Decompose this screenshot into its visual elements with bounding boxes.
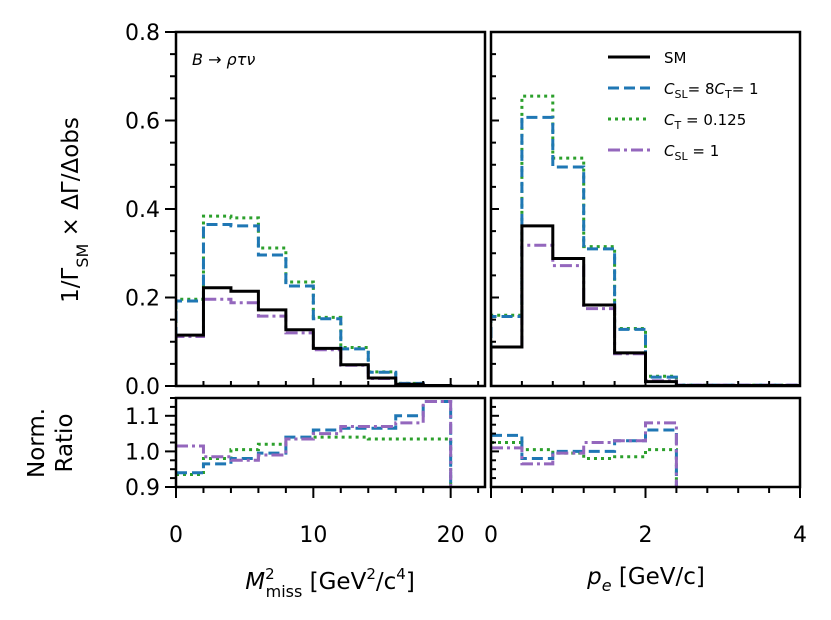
x-tick-label-m2miss-20: 20	[437, 523, 465, 548]
legend-label-csl: CSL = 1	[664, 142, 719, 163]
y-axis-label-main: 1/ΓSM × ΔΓ/Δobs	[58, 117, 92, 303]
x-tick-label-m2miss-10: 10	[299, 523, 327, 548]
ratio-line-pe-csl8ct	[491, 428, 678, 487]
x-tick-label-pe-0: 0	[484, 523, 498, 548]
legend-label-sm: SM	[664, 49, 686, 67]
y-axis-label-ratio-line2: Ratio	[52, 413, 78, 472]
frame-pe-ratio	[489, 396, 802, 489]
ratio-line-pe-csl	[491, 421, 678, 487]
frame-m2miss-ratio	[174, 396, 487, 489]
histogram-m2miss-sm	[176, 286, 453, 386]
x-tick-label-pe-4: 4	[793, 523, 807, 548]
y-tick-label-main-0.4: 0.4	[125, 198, 160, 223]
y-tick-label-main-0.6: 0.6	[125, 110, 160, 135]
y-tick-label-main-0.0: 0.0	[125, 375, 160, 400]
x-axis-label-pe: pe [GeV/c]	[586, 564, 705, 595]
y-tick-label-main-0.2: 0.2	[125, 287, 160, 312]
ratio-line-m2miss-csl	[176, 400, 453, 487]
histogram-m2miss-csl8ct	[176, 222, 453, 386]
y-tick-label-main-0.8: 0.8	[125, 21, 160, 46]
histogram-pe-sm	[491, 224, 800, 386]
ratio-y-tick-label-1.0: 1.0	[125, 440, 160, 465]
ratio-line-m2miss-csl8ct	[176, 400, 453, 487]
ratio-y-tick-label-1.1: 1.1	[125, 405, 160, 430]
ratio-y-tick-label-0.9: 0.9	[125, 476, 160, 501]
frame-m2miss-main	[174, 30, 487, 388]
y-axis-label-ratio-line1: Norm.	[24, 408, 50, 478]
histogram-m2miss-ct	[176, 214, 453, 386]
legend-label-ct: CT = 0.125	[664, 111, 746, 132]
x-tick-label-m2miss-0: 0	[169, 523, 183, 548]
decay-annotation: B → ρτν	[192, 50, 255, 69]
ratio-line-m2miss-ct	[176, 435, 453, 487]
x-tick-label-pe-2: 2	[639, 523, 653, 548]
x-axis-label-m2miss: M2 miss [GeV2/c4]	[245, 565, 415, 601]
legend: SM CSL= 8CT= 1 CT = 0.125 CSL = 1	[608, 49, 759, 163]
legend-label-csl8ct: CSL= 8CT= 1	[664, 80, 759, 101]
